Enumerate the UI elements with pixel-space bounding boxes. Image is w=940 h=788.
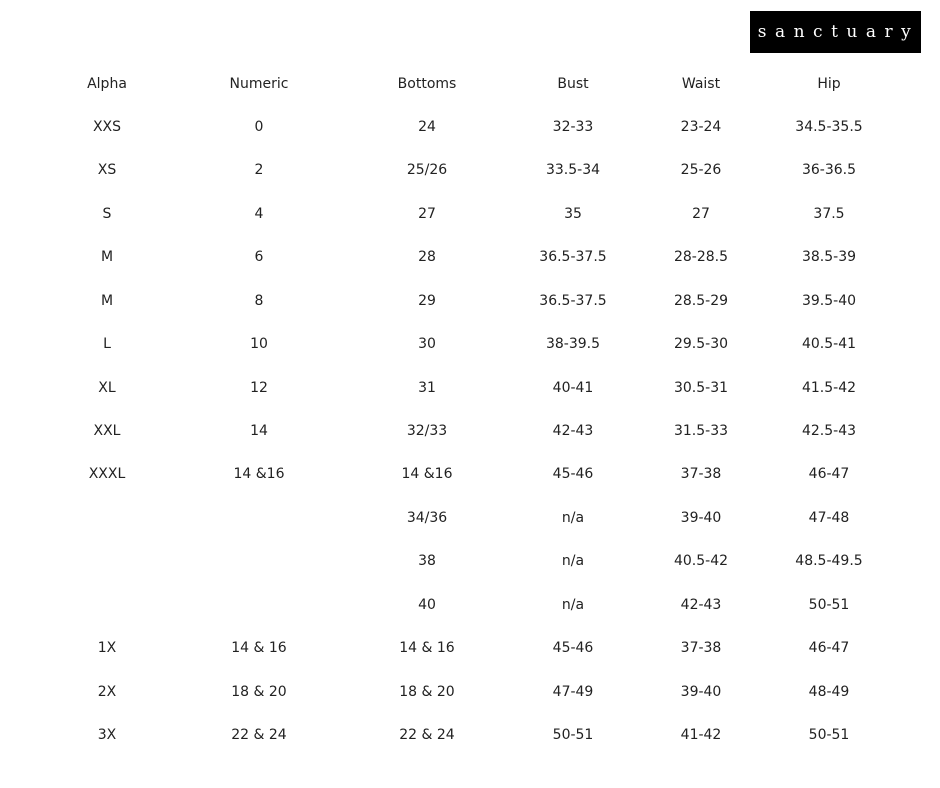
cell-bottoms: 14 & 16 xyxy=(399,640,455,657)
cell-bottoms: 18 & 20 xyxy=(399,683,455,700)
cell-bottoms: 14 &16 xyxy=(401,466,453,483)
cell-bust: 36.5-37.5 xyxy=(539,292,607,309)
cell-bust: n/a xyxy=(561,553,585,570)
cell-hip: 36-36.5 xyxy=(801,162,857,179)
cell-bust: 40-41 xyxy=(552,379,594,396)
cell-alpha: M xyxy=(100,249,114,266)
cell-hip: 46-47 xyxy=(808,640,850,657)
cell-bust: 45-46 xyxy=(552,466,594,483)
cell-waist: 25-26 xyxy=(680,162,722,179)
cell-hip: 46-47 xyxy=(808,466,850,483)
cell-bottoms: 32/33 xyxy=(406,423,448,439)
cell-bust: 38-39.5 xyxy=(545,336,601,353)
cell-waist: 23-24 xyxy=(680,119,722,135)
brand-logo: sanctuary xyxy=(750,11,921,53)
cell-numeric: 0 xyxy=(254,119,264,135)
header-bottoms: Bottoms xyxy=(397,76,457,92)
cell-alpha: 1X xyxy=(97,640,117,657)
cell-alpha: S xyxy=(102,205,112,222)
cell-alpha: L xyxy=(103,336,111,353)
cell-hip: 42.5-43 xyxy=(801,423,857,439)
cell-bottoms: 22 & 24 xyxy=(399,727,455,744)
cell-bust: 32-33 xyxy=(552,119,594,135)
cell-bottoms: 29 xyxy=(418,292,436,309)
cell-numeric: 4 xyxy=(254,205,264,222)
cell-hip: 41.5-42 xyxy=(801,379,857,396)
cell-numeric: 14 xyxy=(250,423,268,439)
header-numeric: Numeric xyxy=(229,76,289,92)
cell-alpha: XXXL xyxy=(88,466,126,483)
cell-alpha: XS xyxy=(97,162,117,179)
cell-bust: 33.5-34 xyxy=(545,162,601,179)
cell-bottoms: 30 xyxy=(418,336,436,353)
cell-numeric: 6 xyxy=(254,249,264,266)
cell-numeric: 2 xyxy=(254,162,264,179)
cell-hip: 34.5-35.5 xyxy=(795,119,863,135)
cell-hip: 39.5-40 xyxy=(801,292,857,309)
cell-bust: 42-43 xyxy=(552,423,594,439)
cell-alpha: XL xyxy=(98,379,116,396)
cell-waist: 27 xyxy=(692,205,710,222)
cell-hip: 40.5-41 xyxy=(801,336,857,353)
cell-numeric: 14 & 16 xyxy=(231,640,287,657)
cell-hip: 37.5 xyxy=(813,205,845,222)
cell-bust: 47-49 xyxy=(552,683,594,700)
cell-numeric: 12 xyxy=(250,379,268,396)
cell-bust: 45-46 xyxy=(552,640,594,657)
cell-bust: n/a xyxy=(561,509,585,526)
cell-waist: 28.5-29 xyxy=(673,292,729,309)
cell-hip: 47-48 xyxy=(808,509,850,526)
cell-hip: 48.5-49.5 xyxy=(795,553,863,570)
cell-alpha: 2X xyxy=(97,683,117,700)
cell-waist: 28-28.5 xyxy=(673,249,729,266)
cell-waist: 31.5-33 xyxy=(673,423,729,439)
cell-bottoms: 27 xyxy=(418,205,436,222)
cell-waist: 39-40 xyxy=(680,509,722,526)
cell-bottoms: 31 xyxy=(418,379,436,396)
cell-bust: n/a xyxy=(561,596,585,613)
cell-alpha: M xyxy=(100,292,114,309)
cell-hip: 38.5-39 xyxy=(801,249,857,266)
cell-alpha: XXL xyxy=(93,423,121,439)
cell-bottoms: 25/26 xyxy=(406,162,448,179)
cell-waist: 29.5-30 xyxy=(673,336,729,353)
cell-waist: 30.5-31 xyxy=(673,379,729,396)
cell-waist: 42-43 xyxy=(680,596,722,613)
header-bust: Bust xyxy=(557,76,589,92)
header-waist: Waist xyxy=(681,76,721,92)
cell-waist: 39-40 xyxy=(680,683,722,700)
cell-waist: 37-38 xyxy=(680,640,722,657)
cell-bust: 50-51 xyxy=(552,727,594,744)
cell-bottoms: 40 xyxy=(418,596,436,613)
header-hip: Hip xyxy=(817,76,841,92)
cell-numeric: 8 xyxy=(254,292,264,309)
cell-waist: 41-42 xyxy=(680,727,722,744)
cell-hip: 50-51 xyxy=(808,727,850,744)
cell-hip: 48-49 xyxy=(808,683,850,700)
cell-bust: 35 xyxy=(564,205,582,222)
cell-alpha: XXS xyxy=(92,119,122,135)
cell-numeric: 22 & 24 xyxy=(231,727,287,744)
cell-waist: 37-38 xyxy=(680,466,722,483)
cell-numeric: 14 &16 xyxy=(233,466,285,483)
cell-numeric: 10 xyxy=(250,336,268,353)
cell-alpha: 3X xyxy=(97,727,117,744)
cell-waist: 40.5-42 xyxy=(673,553,729,570)
header-alpha: Alpha xyxy=(87,76,127,92)
cell-bottoms: 38 xyxy=(418,553,436,570)
cell-bottoms: 24 xyxy=(418,119,436,135)
cell-hip: 50-51 xyxy=(808,596,850,613)
cell-bottoms: 28 xyxy=(418,249,436,266)
cell-bottoms: 34/36 xyxy=(406,509,448,526)
cell-bust: 36.5-37.5 xyxy=(539,249,607,266)
cell-numeric: 18 & 20 xyxy=(231,683,287,700)
